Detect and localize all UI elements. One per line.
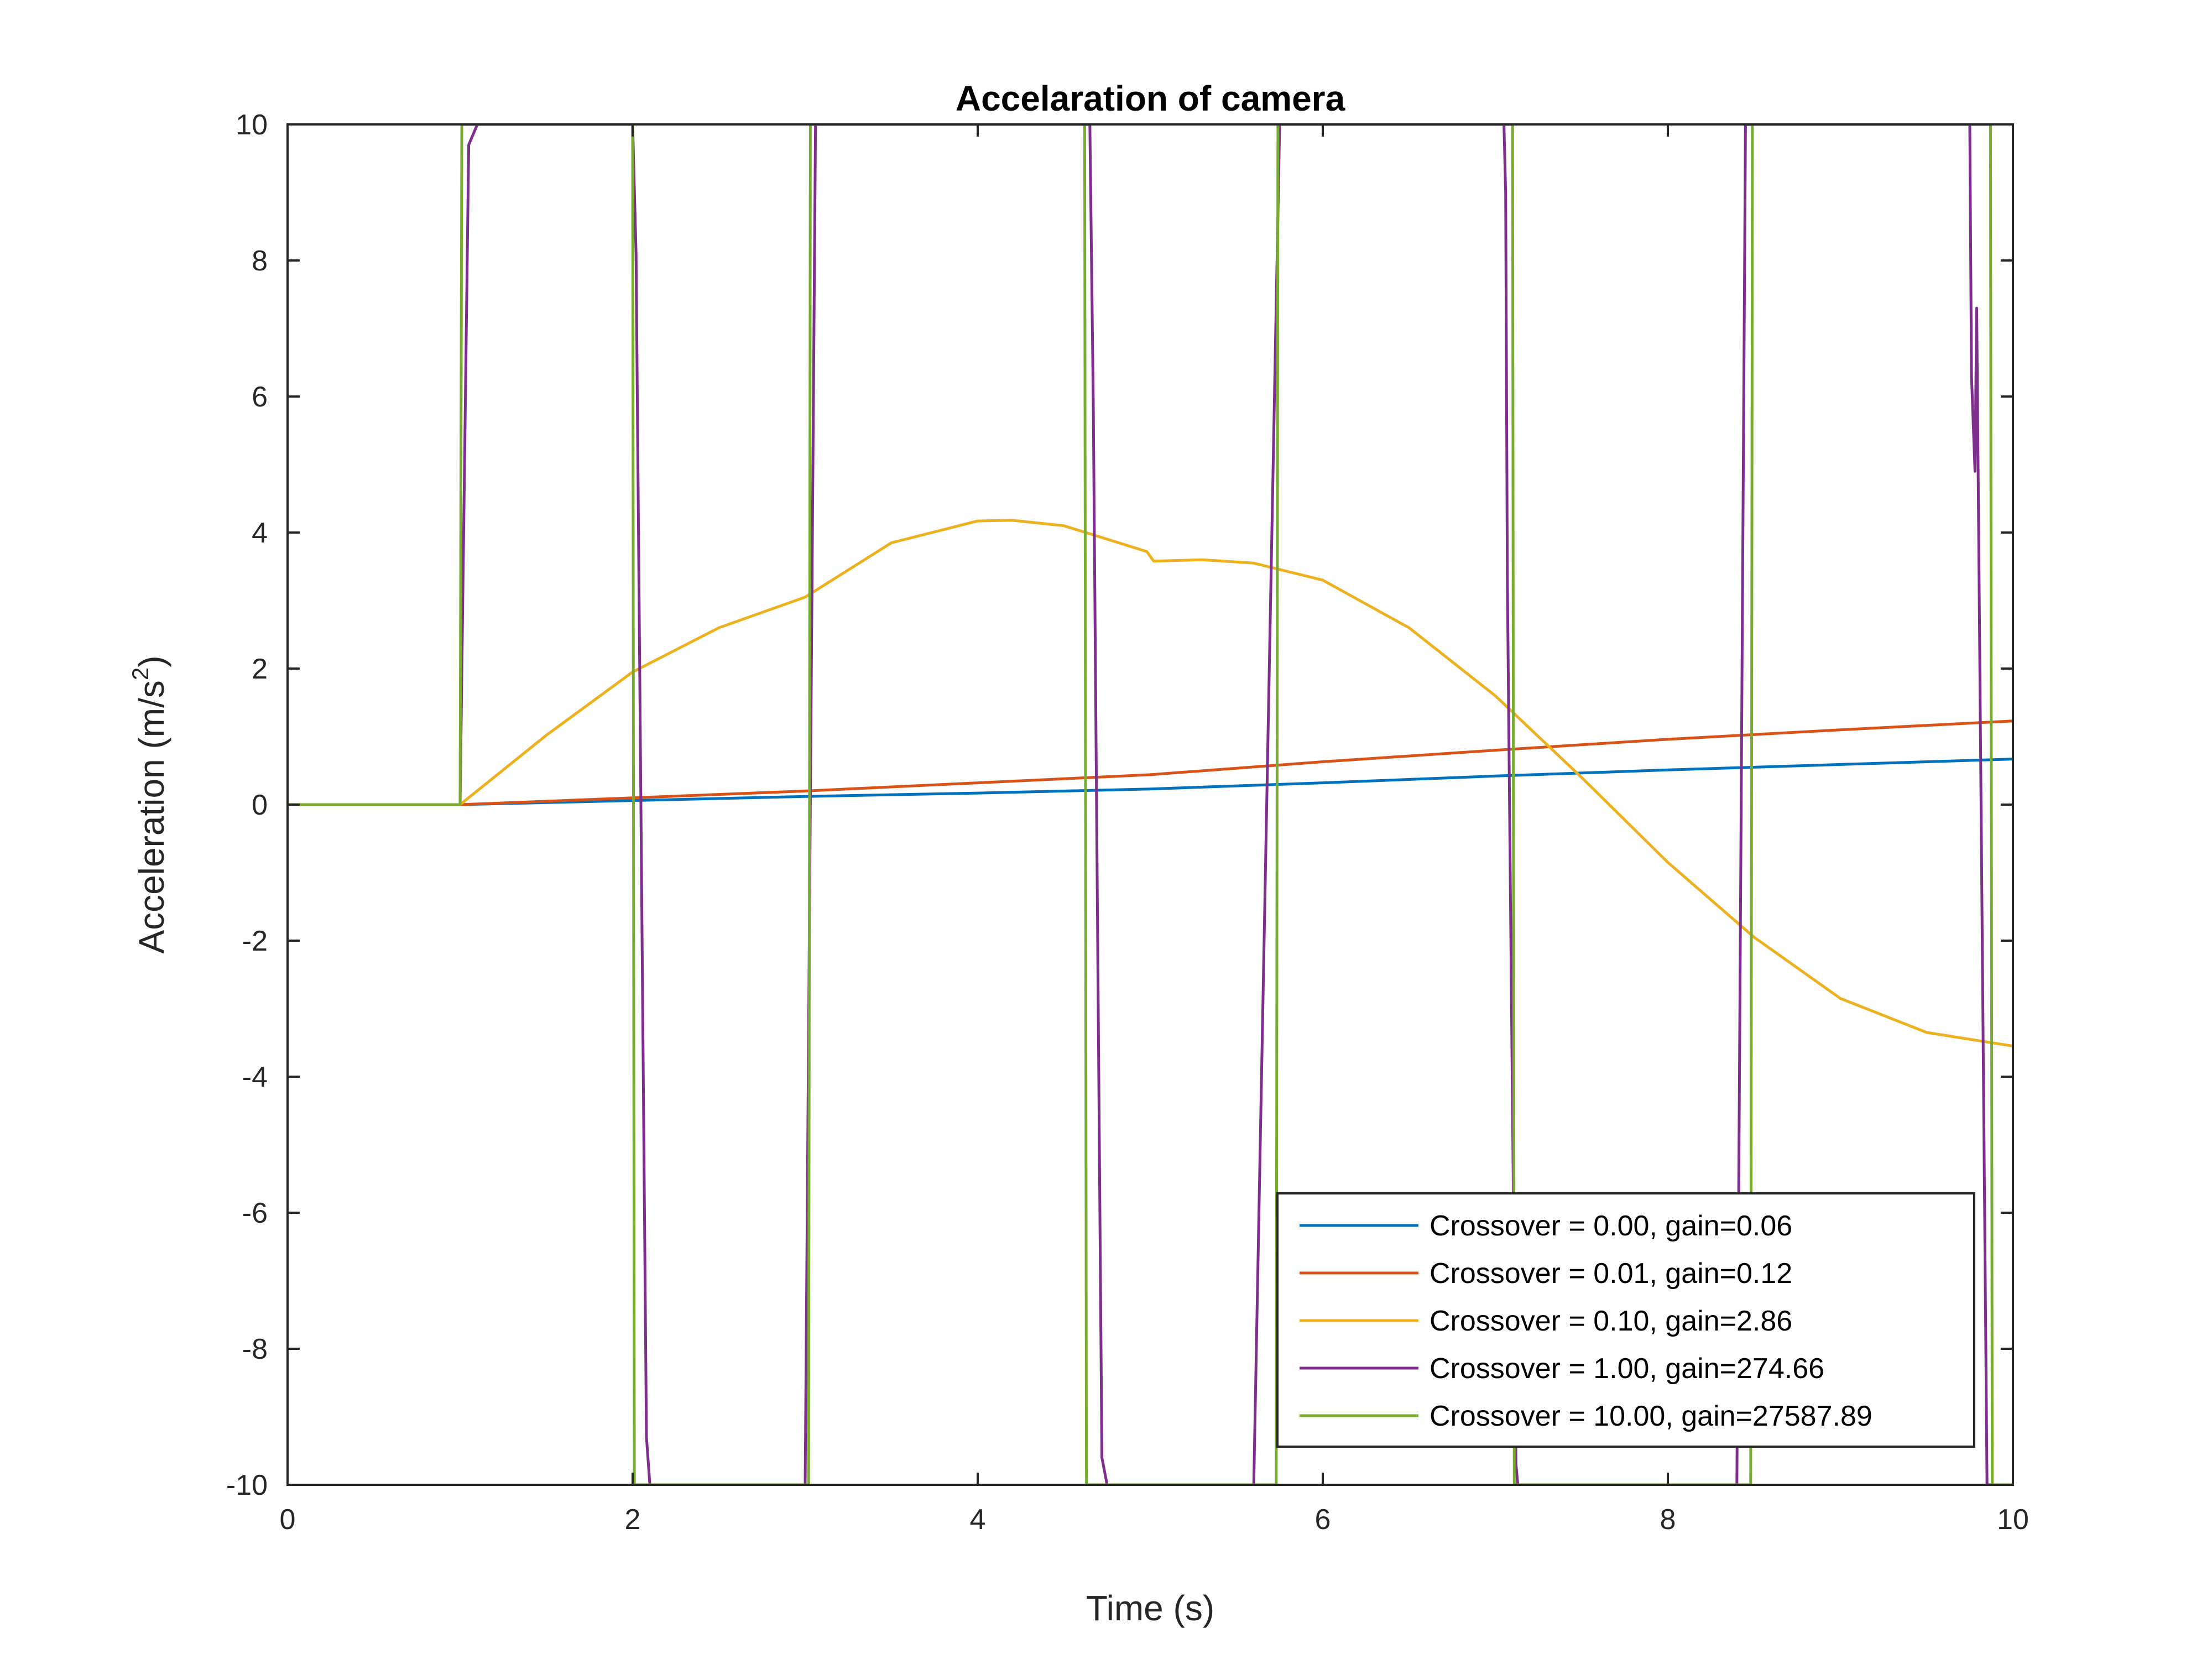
y-tick-label: -6 bbox=[242, 1197, 268, 1229]
y-axis-label-superscript: 2 bbox=[127, 667, 153, 680]
y-tick-label: -4 bbox=[242, 1061, 268, 1093]
legend-label-3: Crossover = 1.00, gain=274.66 bbox=[1430, 1353, 1824, 1385]
series-line-0 bbox=[288, 758, 2013, 806]
y-tick-label: 2 bbox=[252, 653, 268, 685]
y-axis-label-close: ) bbox=[132, 655, 171, 667]
x-tick-label: 6 bbox=[1315, 1504, 1331, 1536]
x-tick-label: 10 bbox=[1997, 1504, 2029, 1536]
x-tick-label: 4 bbox=[970, 1504, 986, 1536]
y-axis-label: Acceleration (m/s2) bbox=[127, 655, 171, 953]
legend-label-1: Crossover = 0.01, gain=0.12 bbox=[1430, 1258, 1792, 1290]
x-tick-label: 0 bbox=[280, 1504, 296, 1536]
chart-title: Accelaration of camera bbox=[956, 79, 1345, 118]
y-tick-label: -2 bbox=[242, 925, 268, 957]
x-axis-label: Time (s) bbox=[1086, 1588, 1214, 1628]
y-tick-label: 8 bbox=[252, 245, 268, 277]
series-layer bbox=[288, 124, 2013, 1485]
series-line-2 bbox=[288, 519, 2013, 1048]
y-axis-label-text: Acceleration (m/s bbox=[132, 680, 171, 953]
y-tick-label: 0 bbox=[252, 789, 268, 821]
legend: Crossover = 0.00, gain=0.06 Crossover = 0… bbox=[1276, 1192, 1975, 1448]
y-tick-label: -8 bbox=[242, 1333, 268, 1365]
x-tick-label: 8 bbox=[1660, 1504, 1676, 1536]
y-tick-label: 6 bbox=[252, 381, 268, 413]
legend-label-4: Crossover = 10.00, gain=27587.89 bbox=[1430, 1400, 1872, 1432]
tick-layer: 0 2 4 6 8 10 -10 -8 -6 -4 -2 0 2 4 6 8 10 bbox=[226, 109, 2029, 1536]
y-tick-label: 10 bbox=[236, 109, 268, 141]
y-tick-label: 4 bbox=[252, 517, 268, 549]
y-tick-label: -10 bbox=[226, 1469, 268, 1501]
legend-label-0: Crossover = 0.00, gain=0.06 bbox=[1430, 1210, 1792, 1242]
series-line-1 bbox=[288, 719, 2013, 806]
legend-label-2: Crossover = 0.10, gain=2.86 bbox=[1430, 1305, 1792, 1337]
series-line-3 bbox=[288, 124, 2013, 1485]
x-tick-label: 2 bbox=[625, 1504, 641, 1536]
